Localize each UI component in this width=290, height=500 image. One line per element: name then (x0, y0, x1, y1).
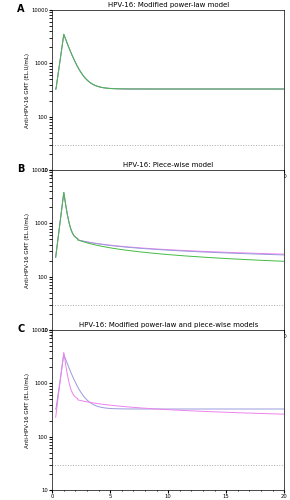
X-axis label: Time since the first vaccine dose (years): Time since the first vaccine dose (years… (112, 180, 224, 186)
Title: HPV-16: Piece-wise model: HPV-16: Piece-wise model (123, 162, 213, 168)
Title: HPV-16: Modified power-law and piece-wise models: HPV-16: Modified power-law and piece-wis… (79, 322, 258, 328)
Text: B: B (17, 164, 25, 173)
Title: HPV-16: Modified power-law model: HPV-16: Modified power-law model (108, 2, 229, 8)
Y-axis label: Anti-HPV-16 GMT (EL.U/mL): Anti-HPV-16 GMT (EL.U/mL) (25, 372, 30, 448)
Y-axis label: Anti-HPV-16 GMT (EL.U/mL): Anti-HPV-16 GMT (EL.U/mL) (25, 212, 30, 288)
Legend: Data up to 113 months post initial vaccination (9.4 years), Data up to 101 month: Data up to 113 months post initial vacci… (155, 377, 282, 395)
Text: A: A (17, 4, 25, 14)
Text: C: C (17, 324, 25, 334)
Y-axis label: Anti-HPV-16 GMT (EL.U/mL): Anti-HPV-16 GMT (EL.U/mL) (25, 52, 30, 128)
Legend: Data up to 113 months post initial vaccination (9.4 years), Data up to 101 month: Data up to 113 months post initial vacci… (155, 217, 282, 235)
X-axis label: Time since the first vaccine dose (years): Time since the first vaccine dose (years… (112, 340, 224, 345)
